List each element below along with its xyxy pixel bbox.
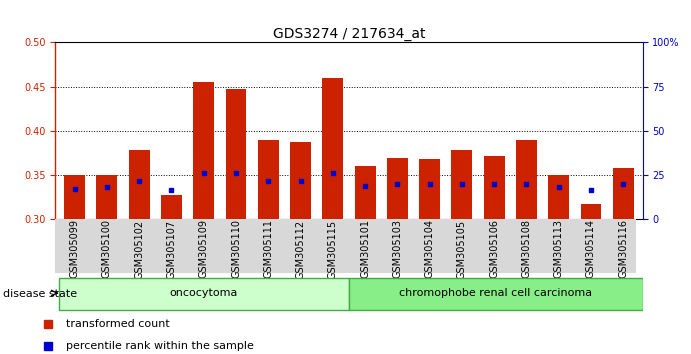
Text: GSM305103: GSM305103: [392, 219, 402, 279]
Text: transformed count: transformed count: [66, 319, 169, 329]
Text: disease state: disease state: [3, 289, 77, 299]
Text: chromophobe renal cell carcinoma: chromophobe renal cell carcinoma: [399, 288, 592, 298]
Bar: [419, 159, 440, 219]
Bar: [64, 175, 85, 219]
Text: GSM305100: GSM305100: [102, 219, 112, 279]
Bar: [580, 204, 601, 219]
Bar: [387, 158, 408, 219]
Bar: [484, 156, 504, 219]
Bar: [161, 195, 182, 219]
Bar: [548, 175, 569, 219]
Bar: [225, 89, 247, 219]
Bar: [354, 166, 376, 219]
FancyBboxPatch shape: [349, 278, 643, 310]
Text: oncocytoma: oncocytoma: [169, 288, 238, 298]
Text: GSM305110: GSM305110: [231, 219, 241, 279]
Text: GSM305101: GSM305101: [360, 219, 370, 279]
Bar: [613, 168, 634, 219]
Text: GSM305105: GSM305105: [457, 219, 467, 279]
Text: GSM305116: GSM305116: [618, 219, 628, 279]
Bar: [290, 142, 311, 219]
Text: GSM305102: GSM305102: [134, 219, 144, 279]
Text: GSM305111: GSM305111: [263, 219, 273, 279]
Text: GSM305113: GSM305113: [553, 219, 564, 279]
Bar: [322, 78, 343, 219]
Text: percentile rank within the sample: percentile rank within the sample: [66, 341, 254, 350]
Bar: [516, 140, 537, 219]
Text: GSM305106: GSM305106: [489, 219, 499, 279]
Text: GSM305115: GSM305115: [328, 219, 338, 279]
Text: GSM305112: GSM305112: [296, 219, 305, 279]
Bar: [193, 82, 214, 219]
Text: GSM305107: GSM305107: [167, 219, 176, 279]
Text: GSM305099: GSM305099: [70, 219, 79, 279]
Text: GSM305108: GSM305108: [522, 219, 531, 279]
Title: GDS3274 / 217634_at: GDS3274 / 217634_at: [273, 28, 425, 41]
Text: GSM305109: GSM305109: [199, 219, 209, 279]
Bar: [451, 150, 473, 219]
Text: GSM305104: GSM305104: [425, 219, 435, 279]
Text: GSM305114: GSM305114: [586, 219, 596, 279]
Bar: [97, 175, 117, 219]
FancyBboxPatch shape: [59, 278, 349, 310]
Bar: [129, 150, 150, 219]
Bar: [258, 140, 278, 219]
